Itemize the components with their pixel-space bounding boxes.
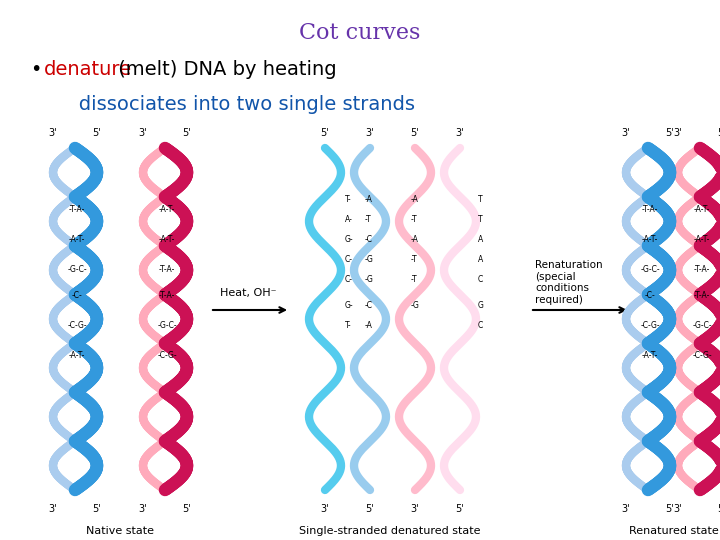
Text: G-: G- xyxy=(345,235,354,245)
Text: -G: -G xyxy=(365,275,374,285)
Text: -T-A-: -T-A- xyxy=(69,206,85,214)
Text: (melt) DNA by heating: (melt) DNA by heating xyxy=(112,60,337,79)
Text: T-: T- xyxy=(345,321,351,329)
Text: 5': 5' xyxy=(366,504,374,514)
Text: 3': 3' xyxy=(621,504,630,514)
Text: A: A xyxy=(478,235,483,245)
Text: -T: -T xyxy=(411,275,418,285)
Text: 3': 3' xyxy=(621,128,630,138)
Text: •: • xyxy=(30,60,41,79)
Text: Heat, OH⁻: Heat, OH⁻ xyxy=(220,288,276,298)
Text: C-: C- xyxy=(345,255,353,265)
Text: 3': 3' xyxy=(139,504,148,514)
Text: T: T xyxy=(478,195,482,205)
Text: -A-T-: -A-T- xyxy=(159,206,175,214)
Text: 5': 5' xyxy=(665,128,675,138)
Text: Renatured state: Renatured state xyxy=(629,526,719,536)
Text: 5': 5' xyxy=(718,504,720,514)
Text: 3': 3' xyxy=(366,128,374,138)
Text: dissociates into two single strands: dissociates into two single strands xyxy=(60,95,415,114)
Text: A: A xyxy=(478,255,483,265)
Text: T-: T- xyxy=(345,195,351,205)
Text: -A: -A xyxy=(411,235,419,245)
Text: -A-T-: -A-T- xyxy=(694,235,710,245)
Text: -G: -G xyxy=(411,300,420,309)
Text: -T: -T xyxy=(411,255,418,265)
Text: 5': 5' xyxy=(93,504,102,514)
Text: C: C xyxy=(478,275,483,285)
Text: -G-C-: -G-C- xyxy=(67,266,87,274)
Text: -C-: -C- xyxy=(644,291,655,300)
Text: -A-T-: -A-T- xyxy=(642,235,658,245)
Text: -G-C-: -G-C- xyxy=(157,321,177,329)
Text: -C-G-: -C-G- xyxy=(67,321,87,329)
Text: 3': 3' xyxy=(674,128,683,138)
Text: Renaturation
(special
conditions
required): Renaturation (special conditions require… xyxy=(535,260,603,305)
Text: -A-T-: -A-T- xyxy=(159,235,175,245)
Text: -C: -C xyxy=(365,235,373,245)
Text: Native state: Native state xyxy=(86,526,154,536)
Text: -T-A-: -T-A- xyxy=(159,291,175,300)
Text: T: T xyxy=(478,215,482,225)
Text: 5': 5' xyxy=(456,504,464,514)
Text: G: G xyxy=(478,300,484,309)
Text: 5': 5' xyxy=(410,128,419,138)
Text: -A-T-: -A-T- xyxy=(69,235,85,245)
Text: 3': 3' xyxy=(320,504,329,514)
Text: 3': 3' xyxy=(456,128,464,138)
Text: Cot curves: Cot curves xyxy=(300,22,420,44)
Text: denature: denature xyxy=(44,60,132,79)
Text: -T-A-: -T-A- xyxy=(642,206,658,214)
Text: -T: -T xyxy=(411,215,418,225)
Text: C: C xyxy=(478,321,483,329)
Text: 3': 3' xyxy=(49,504,58,514)
Text: A-: A- xyxy=(345,215,353,225)
Text: 3': 3' xyxy=(410,504,419,514)
Text: -A: -A xyxy=(365,195,373,205)
Text: 5': 5' xyxy=(93,128,102,138)
Text: -G-C-: -G-C- xyxy=(640,266,660,274)
Text: -C-: -C- xyxy=(71,291,82,300)
Text: 3': 3' xyxy=(139,128,148,138)
Text: -G: -G xyxy=(365,255,374,265)
Text: -C-G-: -C-G- xyxy=(640,321,660,329)
Text: 3': 3' xyxy=(674,504,683,514)
Text: 5': 5' xyxy=(183,504,192,514)
Text: -C-G-: -C-G- xyxy=(157,350,177,360)
Text: 3': 3' xyxy=(49,128,58,138)
Text: 5': 5' xyxy=(183,128,192,138)
Text: -C-G-: -C-G- xyxy=(692,350,712,360)
Text: -T-A-: -T-A- xyxy=(694,291,710,300)
Text: C-: C- xyxy=(345,275,353,285)
Text: 5': 5' xyxy=(718,128,720,138)
Text: -A: -A xyxy=(365,321,373,329)
Text: -A-T-: -A-T- xyxy=(694,206,710,214)
Text: 5': 5' xyxy=(320,128,329,138)
Text: -T-A-: -T-A- xyxy=(159,266,175,274)
Text: -G-C-: -G-C- xyxy=(692,321,712,329)
Text: -A: -A xyxy=(411,195,419,205)
Text: G-: G- xyxy=(345,300,354,309)
Text: -C: -C xyxy=(365,300,373,309)
Text: Single-stranded denatured state: Single-stranded denatured state xyxy=(300,526,481,536)
Text: -A-T-: -A-T- xyxy=(69,350,85,360)
Text: -T-A-: -T-A- xyxy=(694,266,710,274)
Text: -A-T-: -A-T- xyxy=(642,350,658,360)
Text: -T: -T xyxy=(365,215,372,225)
Text: 5': 5' xyxy=(665,504,675,514)
